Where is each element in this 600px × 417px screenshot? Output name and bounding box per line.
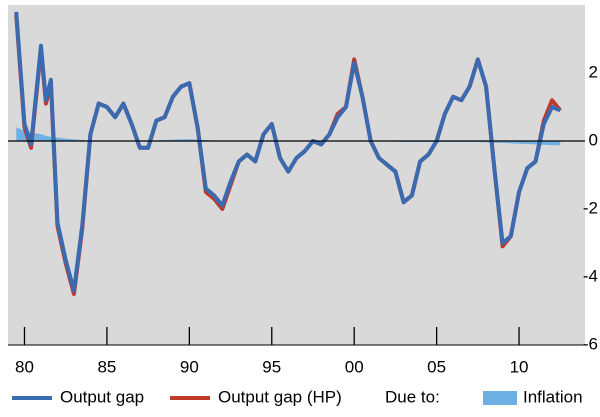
x-tick-label: 10 [510, 357, 529, 376]
y-tick-label: 2 [589, 62, 598, 81]
x-tick-label: 80 [15, 357, 34, 376]
y-tick-label: -2 [583, 198, 598, 217]
x-tick-label: 00 [345, 357, 364, 376]
line [14, 11, 562, 293]
x-tick-label: 90 [180, 357, 199, 376]
x-tick-label: 95 [262, 357, 281, 376]
legend-title: Due to: [385, 387, 440, 406]
x-tick-label: 05 [427, 357, 446, 376]
legend-label: Output gap (HP) [218, 387, 342, 406]
y-tick-label: -4 [583, 266, 598, 285]
x-tick-label: 85 [97, 357, 116, 376]
legend-label: Inflation [523, 387, 583, 406]
legend-label: Output gap [60, 387, 144, 406]
y-tick-label: 0 [589, 130, 598, 149]
legend-swatch [483, 391, 517, 405]
plot-background [8, 5, 585, 345]
y-tick-label: -6 [583, 334, 598, 353]
